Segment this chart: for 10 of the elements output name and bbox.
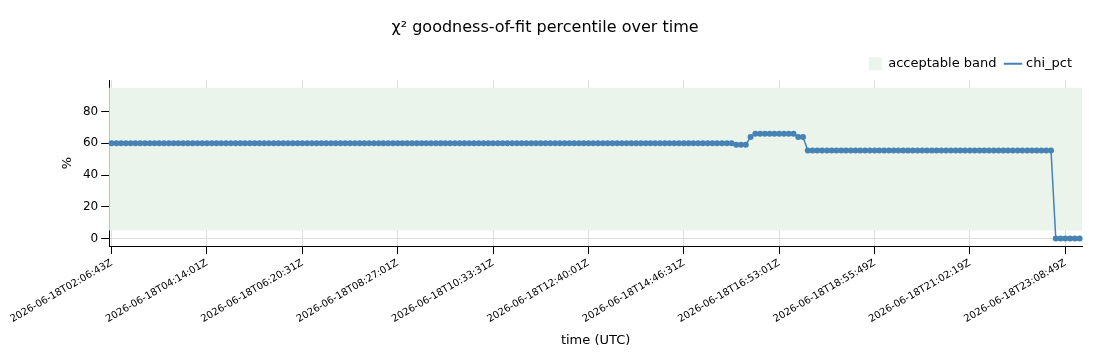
y-tick-label: 80 (82, 103, 99, 118)
y-tick-label: 20 (82, 198, 99, 213)
y-axis-title: % (59, 156, 75, 170)
legend-label: acceptable band (888, 55, 997, 71)
y-tick-label: 40 (82, 167, 99, 182)
y-tick-label: 0 (90, 230, 99, 245)
y-tick-label: 60 (82, 135, 99, 150)
chart-title: χ² goodness-of-fit percentile over time (391, 16, 699, 36)
legend-label: chi_pct (1026, 55, 1072, 71)
x-axis-title: time (UTC) (560, 331, 631, 347)
